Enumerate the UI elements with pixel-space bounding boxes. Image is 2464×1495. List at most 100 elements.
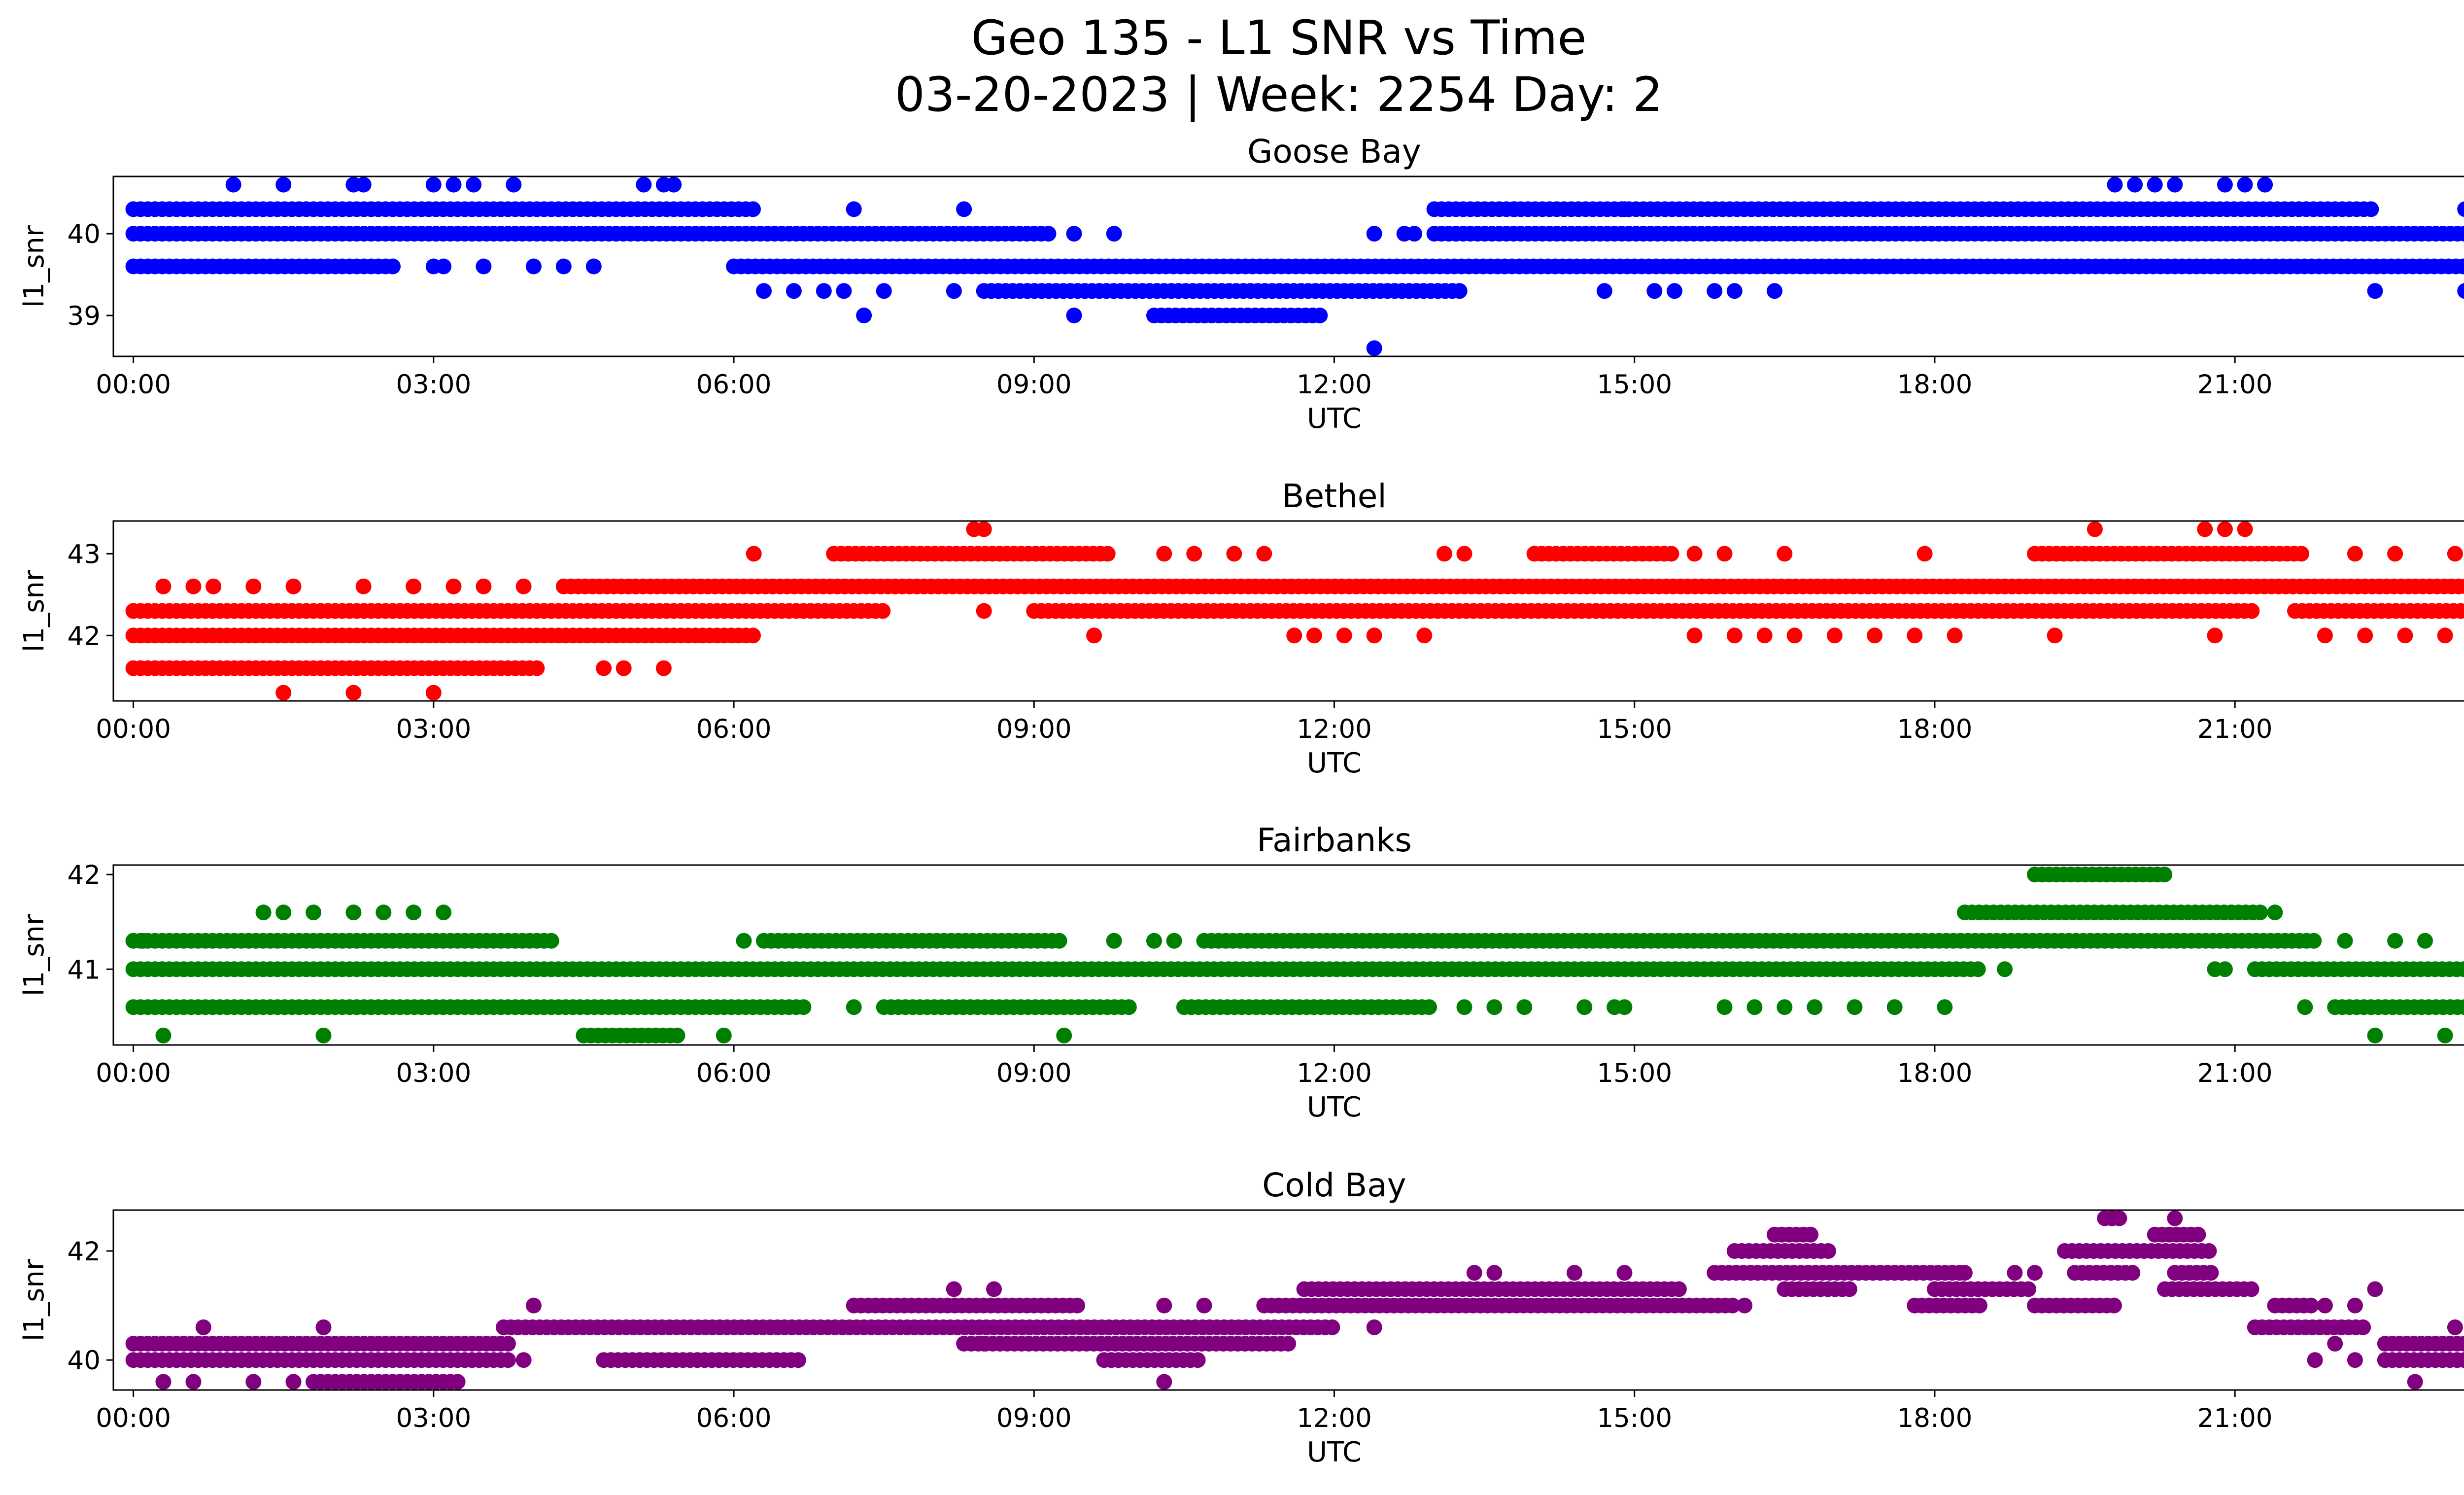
data-point <box>155 578 171 594</box>
data-point <box>2201 1243 2217 1259</box>
data-point <box>1451 283 1468 299</box>
data-point <box>2460 604 2464 618</box>
subplot-cold-bay: Cold Bay 00:00 03:00 06:00 09:00 12:00 15:00 18… <box>18 1166 2464 1468</box>
data-point <box>355 578 372 594</box>
data-point <box>1186 546 1202 562</box>
data-point <box>406 578 422 594</box>
data-point <box>1256 546 1272 562</box>
x-axis-label: UTC <box>1307 403 1362 435</box>
data-point <box>155 1027 171 1043</box>
x-axis-label: UTC <box>1307 1091 1362 1123</box>
data-point <box>345 904 362 921</box>
data-point <box>445 578 462 594</box>
data-point <box>245 1374 262 1390</box>
data-point <box>1324 1319 1340 1335</box>
data-point <box>2355 1319 2371 1335</box>
data-point <box>2457 226 2464 242</box>
data-point <box>976 521 992 537</box>
data-point <box>2020 1281 2036 1297</box>
data-point <box>1616 201 1633 217</box>
data-point <box>185 578 202 594</box>
data-point <box>2297 999 2313 1015</box>
data-point <box>1971 1297 1987 1314</box>
data-point <box>746 546 762 562</box>
data-point <box>500 1336 516 1352</box>
x-tick-label: 15:00 <box>1597 714 1672 744</box>
x-tick-label: 00:00 <box>96 1058 171 1088</box>
data-point <box>1040 226 1057 242</box>
data-point <box>1937 999 1953 1015</box>
data-point <box>1566 1265 1582 1281</box>
data-point <box>476 258 492 275</box>
data-point <box>525 1297 542 1314</box>
data-point <box>2257 176 2273 193</box>
data-point <box>2307 1352 2323 1368</box>
data-point <box>466 176 482 193</box>
data-point <box>515 1352 532 1368</box>
x-tick-label: 12:00 <box>1297 1403 1372 1433</box>
data-point <box>1366 340 1382 356</box>
data-point <box>1486 999 1503 1015</box>
data-point <box>1146 933 1162 949</box>
data-point <box>2397 627 2413 644</box>
data-point <box>2456 1352 2464 1368</box>
y-tick-label: 39 <box>68 301 101 331</box>
data-point <box>449 1374 466 1390</box>
data-point <box>2167 1210 2183 1226</box>
data-point <box>1956 1265 1973 1281</box>
data-point <box>1616 999 1633 1015</box>
data-point <box>2457 201 2464 217</box>
data-point <box>1803 1226 1819 1243</box>
data-point <box>1051 933 1067 949</box>
data-point <box>2367 283 2383 299</box>
scatter-series <box>125 867 2464 1043</box>
data-point <box>585 258 602 275</box>
data-point <box>655 660 672 676</box>
data-point <box>1886 999 1903 1015</box>
data-point <box>1707 283 1723 299</box>
x-tick-label: 09:00 <box>996 1058 1072 1088</box>
data-point <box>1280 1336 1297 1352</box>
data-point <box>555 258 572 275</box>
data-point <box>2293 546 2309 562</box>
data-point <box>666 176 682 193</box>
data-point <box>543 933 559 949</box>
data-point <box>2197 521 2213 537</box>
x-tick-label: 18:00 <box>1897 370 1973 400</box>
data-point <box>1686 627 1703 644</box>
data-point <box>185 1374 202 1390</box>
x-tick-label: 03:00 <box>396 714 471 744</box>
data-point <box>2237 176 2253 193</box>
x-tick-label: 06:00 <box>696 714 772 744</box>
data-point <box>1226 546 1242 562</box>
data-point <box>1820 1243 1836 1259</box>
data-point <box>836 283 852 299</box>
data-point <box>195 1319 211 1335</box>
data-point <box>956 201 972 217</box>
data-point <box>1786 627 1803 644</box>
data-point <box>1737 1297 1753 1314</box>
data-point <box>445 176 462 193</box>
data-point <box>1366 627 1382 644</box>
data-point <box>816 283 832 299</box>
data-point <box>946 283 962 299</box>
data-point <box>2207 627 2223 644</box>
x-tick-label: 06:00 <box>696 1058 772 1088</box>
data-point <box>876 283 892 299</box>
y-axis-label: l1_snr <box>18 225 50 308</box>
data-point <box>1947 627 1963 644</box>
scatter-series <box>125 176 2464 356</box>
data-point <box>1506 201 1522 217</box>
data-point <box>1724 1297 1741 1314</box>
x-tick-label: 21:00 <box>2197 370 2273 400</box>
data-point <box>1667 283 1682 299</box>
data-point <box>385 258 401 275</box>
data-point <box>616 660 632 676</box>
data-point <box>1190 1352 1206 1368</box>
data-point <box>2447 1319 2463 1335</box>
data-point <box>1156 1297 1172 1314</box>
data-point <box>2457 999 2464 1015</box>
x-tick-label: 03:00 <box>396 1403 471 1433</box>
data-point <box>976 603 992 619</box>
data-point <box>1576 999 1593 1015</box>
